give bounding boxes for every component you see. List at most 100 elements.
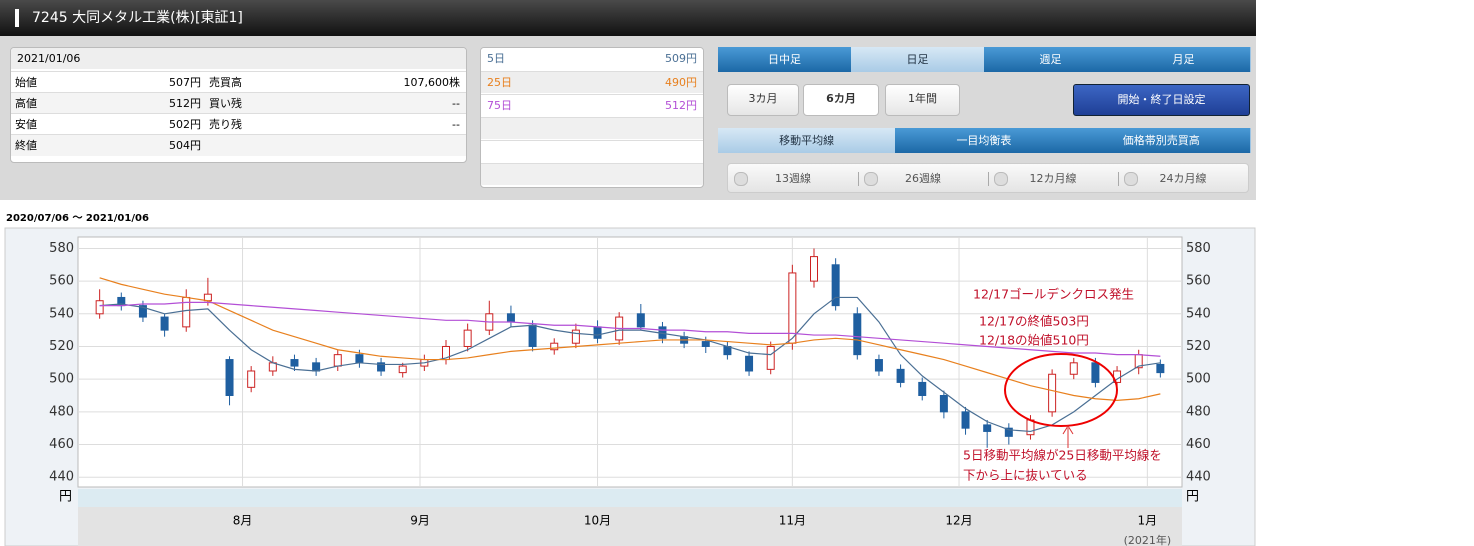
line-option-label: 26週線 [905, 172, 941, 185]
quote-row: 終値 504円 [11, 134, 466, 156]
checkbox [864, 172, 878, 186]
quote-date-row: 2021/01/06 [11, 48, 466, 69]
candle-body [593, 326, 602, 339]
y-tick-label: 580 [49, 241, 74, 256]
quote-label: 売買高 [209, 76, 242, 89]
y-tick-label-right: 540 [1186, 306, 1211, 321]
annotation: 12/17の終値503円 [979, 314, 1089, 329]
tab[interactable]: 日中足 [718, 47, 852, 72]
candle-body [918, 381, 927, 396]
range-button[interactable]: 6カ月 [803, 84, 879, 116]
line-option-label: 24カ月線 [1159, 172, 1207, 185]
quote-row: 高値 512円 買い残 -- [11, 92, 466, 114]
candle-body [1091, 362, 1100, 383]
x-tick-label: 11月 [779, 514, 806, 528]
range-button[interactable]: 1年間 [885, 84, 960, 116]
candle-body [312, 362, 321, 372]
arrow [1062, 425, 1074, 448]
quote-label: 買い残 [209, 97, 242, 110]
header-title: 7245 大同メタル工業(株)[東証1] [0, 0, 1256, 36]
line-option[interactable]: 24カ月線 [1118, 164, 1248, 194]
candle-body [528, 324, 537, 347]
checkbox [1124, 172, 1138, 186]
y-tick-label-right: 460 [1186, 437, 1211, 452]
line-options: 13週線 26週線 12カ月線 24カ月線 [727, 163, 1249, 193]
quote-box: 2021/01/06 始値 507円 売買高 107,600株 高値 512円 買い残 -- 安… [10, 47, 467, 163]
tab[interactable]: 一目均衡表 [895, 128, 1074, 153]
line-option[interactable]: 12カ月線 [988, 164, 1118, 194]
x-sublabel: (2021年) [1124, 533, 1172, 546]
y-tick-label: 460 [49, 437, 74, 452]
candle-body [377, 362, 386, 372]
range-buttons: 3カ月 6カ月 1年間 [718, 84, 968, 116]
quote-value: 512円 [169, 97, 201, 110]
candle-body [745, 355, 754, 372]
tab[interactable]: 価格帯別売買高 [1072, 128, 1251, 153]
x-tick-label: 8月 [233, 514, 253, 528]
ma-box: 5日 509円 25日 490円 75日 512円 [480, 47, 704, 188]
separator [1118, 172, 1119, 186]
candle-body [333, 354, 342, 367]
tab[interactable]: 移動平均線 [718, 128, 897, 153]
y-tick-label: 440 [49, 470, 74, 485]
ma-label: 5日 [487, 52, 505, 65]
quote-value: 504円 [169, 139, 201, 152]
y-tick-label: 540 [49, 306, 74, 321]
line-option[interactable]: 13週線 [728, 164, 858, 194]
plot-area [77, 236, 1183, 488]
candle-body [766, 345, 775, 370]
candle-body [95, 300, 104, 315]
candle-body [896, 368, 905, 383]
quote-label: 安値 [15, 118, 37, 131]
candle-body [636, 313, 645, 328]
range-button[interactable]: 3カ月 [727, 84, 799, 116]
range-text: 2020/07/06 〜 2021/01/06 [6, 213, 149, 224]
y-tick-label-right: 580 [1186, 241, 1211, 256]
y-tick-label: 480 [49, 404, 74, 419]
ma-line [99, 277, 1161, 402]
ma-row: 75日 512円 [481, 94, 703, 116]
y-tick-label: 560 [49, 274, 74, 289]
candle-body [225, 359, 234, 396]
candle-body [290, 359, 299, 367]
candle-body [247, 370, 256, 388]
ma-value: 509円 [665, 52, 697, 65]
ma-row-empty [481, 163, 703, 185]
candle-body [203, 293, 212, 302]
line-option-label: 13週線 [775, 172, 811, 185]
ma-row-empty [481, 117, 703, 139]
y-tick-label-right: 500 [1186, 372, 1211, 387]
annotation: 5日移動平均線が25日移動平均線を [963, 448, 1162, 463]
indicator-tabs: 移動平均線 一目均衡表 価格帯別売買高 [718, 128, 1251, 153]
candle-body [160, 316, 169, 331]
candle-body [788, 272, 797, 344]
quote-label: 終値 [15, 139, 37, 152]
separator [988, 172, 989, 186]
quote-value: -- [452, 97, 460, 110]
candle-body [355, 354, 364, 364]
tab[interactable]: 日足 [851, 47, 985, 72]
line-option-label: 12カ月線 [1029, 172, 1077, 185]
x-band [78, 489, 1182, 507]
quote-value: -- [452, 118, 460, 131]
quote-row: 安値 502円 売り残 -- [11, 113, 466, 135]
period-tabs: 日中足 日足 週足 月足 [718, 47, 1251, 72]
candle-body [506, 313, 515, 323]
line-option[interactable]: 26週線 [858, 164, 988, 194]
candle-body [853, 313, 862, 356]
ma-value: 490円 [665, 76, 697, 89]
ma-value: 512円 [665, 99, 697, 112]
tab[interactable]: 月足 [1117, 47, 1251, 72]
x-tick-label: 9月 [410, 514, 430, 528]
date-setting-button[interactable]: 開始・終了日設定 [1073, 84, 1250, 116]
candle-body [701, 341, 710, 347]
candle-body [1069, 362, 1078, 375]
y-unit-right: 円 [1186, 490, 1199, 505]
candle-body [463, 329, 472, 347]
y-tick-label-right: 480 [1186, 404, 1211, 419]
candle-body [961, 411, 970, 429]
annotation: 下から上に抜いている [963, 468, 1088, 483]
y-tick-label-right: 440 [1186, 470, 1211, 485]
quote-row: 始値 507円 売買高 107,600株 [11, 71, 466, 93]
